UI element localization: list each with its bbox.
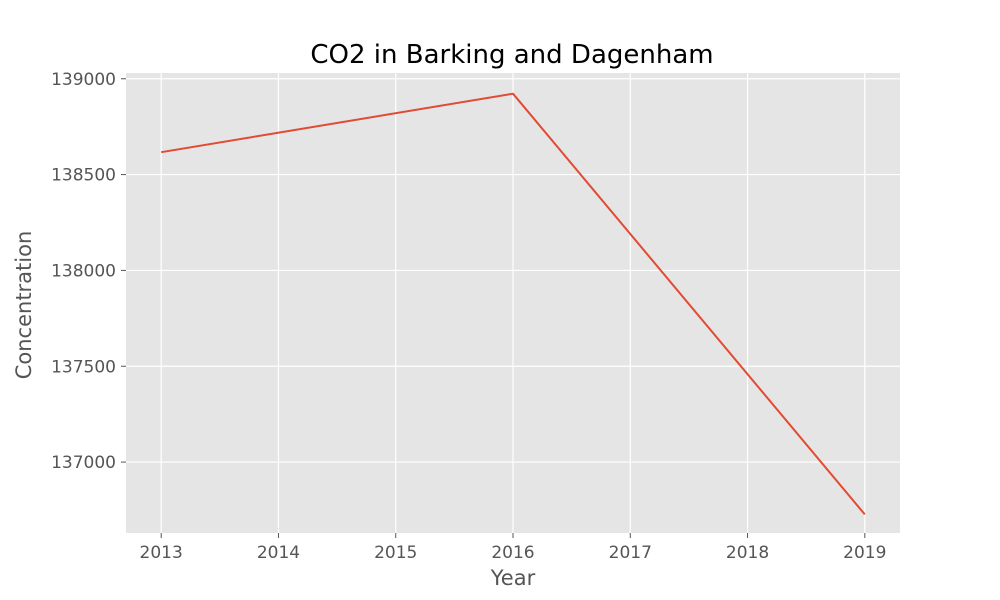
axis-ticks: 2013 2014 2015 2016 2017 2018 2019 137000 137500… [51, 70, 886, 563]
x-tick-label: 2014 [257, 543, 300, 563]
x-tick-label: 2013 [140, 543, 183, 563]
grid-lines [126, 73, 900, 533]
x-tick-label: 2018 [726, 543, 769, 563]
x-tick-label: 2015 [374, 543, 417, 563]
y-tick-label: 137500 [51, 357, 116, 377]
y-tick-label: 138500 [51, 166, 116, 186]
chart-title: CO2 in Barking and Dagenham [310, 40, 713, 70]
x-axis-label: Year [490, 566, 536, 590]
y-tick-label: 138000 [51, 261, 116, 281]
x-tick-label: 2019 [843, 543, 886, 563]
y-tick-label: 137000 [51, 453, 116, 473]
y-tick-label: 139000 [51, 70, 116, 90]
y-axis-label: Concentration [12, 231, 36, 380]
series-line [161, 92, 866, 516]
series-layer [161, 92, 866, 516]
x-tick-label: 2017 [609, 543, 652, 563]
x-tick-label: 2016 [491, 543, 534, 563]
